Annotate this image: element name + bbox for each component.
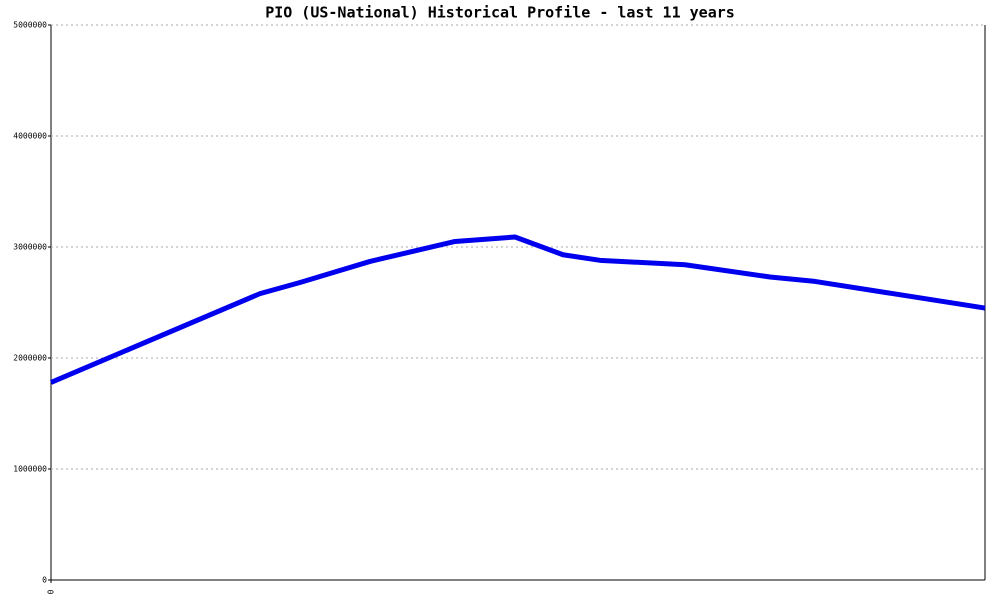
- y-tick-label: 1000000: [13, 465, 47, 474]
- chart-title: PIO (US-National) Historical Profile - l…: [265, 4, 735, 22]
- y-tick-label: 3000000: [13, 243, 47, 252]
- data-line: [50, 234, 986, 385]
- x-tick-label: 0: [47, 589, 56, 594]
- y-tick-label: 4000000: [13, 132, 47, 141]
- y-tick-label: 0: [42, 576, 47, 585]
- y-tick-label: 2000000: [13, 354, 47, 363]
- y-tick-label: 5000000: [13, 21, 47, 30]
